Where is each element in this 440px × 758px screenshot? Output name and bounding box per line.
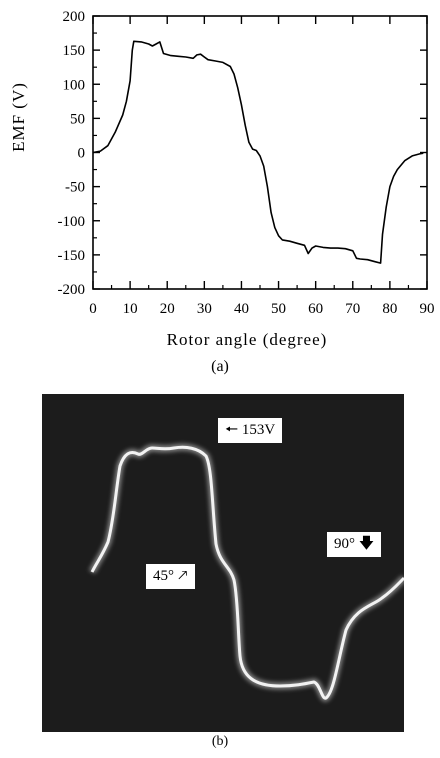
y-tick-label: 100 <box>63 77 86 93</box>
oscilloscope-waveform <box>90 445 404 700</box>
plot-frame <box>92 15 428 290</box>
label-45deg-text: 45° <box>153 568 174 584</box>
x-tick-label: 50 <box>271 301 286 317</box>
oscilloscope-waveform-glow <box>88 443 404 702</box>
arrow-down-icon: 🡇 <box>358 536 375 552</box>
y-tick-label: 200 <box>63 9 86 25</box>
tick-marks <box>92 15 428 290</box>
y-tick-label: 50 <box>70 111 85 127</box>
chart-axes <box>92 15 428 290</box>
y-tick-label: -100 <box>58 214 86 230</box>
y-tick-label: -150 <box>58 248 86 264</box>
label-45deg: 45° 🡕 <box>146 564 195 589</box>
emf-chart: 200 150 100 50 0 -50 -100 -150 -200 0 10 20 30 40 50 6… <box>9 9 435 349</box>
label-153v-text: 153V <box>241 422 276 438</box>
x-tick-labels: 0 10 20 30 40 50 60 70 80 90 <box>89 301 434 317</box>
arrow-up-right-icon: 🡕 <box>177 568 188 584</box>
y-tick-labels: 200 150 100 50 0 -50 -100 -150 -200 <box>58 9 86 298</box>
y-tick-label: 0 <box>78 146 86 162</box>
y-tick-label: -50 <box>65 180 85 196</box>
y-tick-label: 150 <box>63 43 86 59</box>
y-tick-label: -200 <box>58 282 86 298</box>
caption-b: (b) <box>211 734 229 749</box>
x-tick-label: 90 <box>420 301 435 317</box>
x-tick-label: 40 <box>234 301 249 317</box>
label-90deg-text: 90° <box>334 536 355 552</box>
x-tick-label: 30 <box>197 301 212 317</box>
y-axis-label: EMF (V) <box>9 82 28 152</box>
arrow-left-icon: 🠔 <box>225 422 239 438</box>
x-tick-label: 80 <box>382 301 397 317</box>
x-tick-label: 0 <box>89 301 97 317</box>
caption-a: (a) <box>211 358 229 375</box>
x-tick-label: 10 <box>123 301 138 317</box>
emf-series-line <box>92 40 424 264</box>
x-tick-label: 20 <box>160 301 175 317</box>
x-tick-label: 70 <box>345 301 360 317</box>
x-axis-label: Rotor angle (degree) <box>167 330 328 349</box>
x-tick-label: 60 <box>308 301 323 317</box>
label-90deg: 90° 🡇 <box>327 532 382 557</box>
label-153v: 🠔 153V <box>218 418 283 443</box>
oscilloscope-trace: 🠔 153V 45° 🡕 90° 🡇 <box>42 394 404 732</box>
